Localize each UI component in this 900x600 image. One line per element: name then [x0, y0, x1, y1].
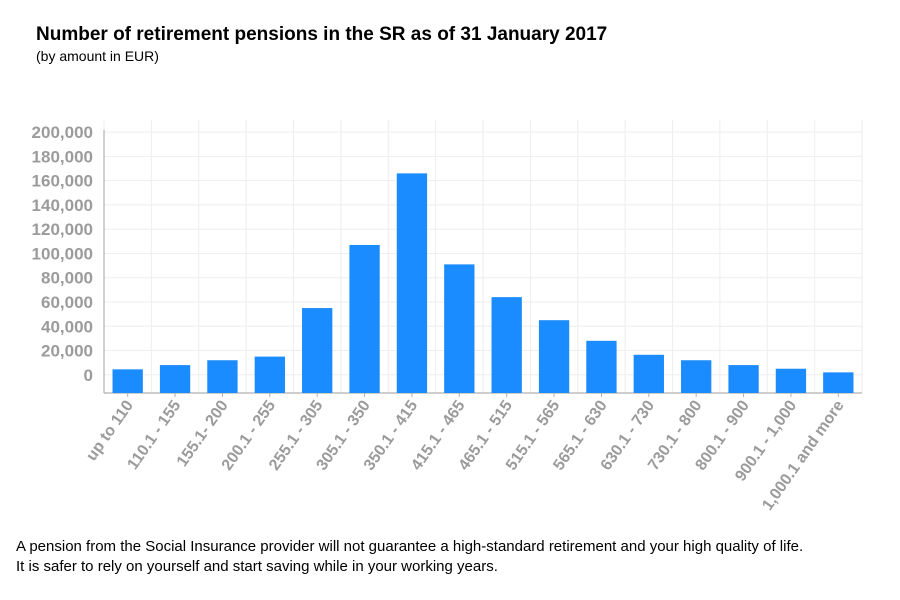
bar — [159, 365, 191, 393]
footer-line-1: A pension from the Social Insurance prov… — [16, 538, 804, 555]
x-tick-label: 1,000.1 and more — [759, 397, 847, 513]
footer-note: A pension from the Social Insurance prov… — [16, 537, 896, 577]
x-tick-label: up to 110 — [83, 397, 137, 464]
bar — [586, 340, 617, 393]
bar — [349, 244, 380, 393]
chart-subtitle: (by amount in EUR) — [36, 48, 159, 64]
bar — [444, 264, 475, 393]
y-tick-label: 100,000 — [32, 244, 93, 263]
y-tick-label: 140,000 — [32, 196, 93, 215]
y-tick-label: 160,000 — [32, 172, 93, 191]
chart-title: Number of retirement pensions in the SR … — [36, 24, 608, 45]
bars — [112, 173, 854, 393]
bar — [491, 297, 522, 393]
y-tick-label: 0 — [84, 366, 93, 385]
y-axis-ticks: 0 20,000 40,000 60,000 80,000 100,000 120,000 1… — [32, 123, 93, 385]
footer-line-2: It is safer to rely on yourself and star… — [16, 558, 498, 575]
y-tick-label: 40,000 — [41, 317, 93, 336]
y-tick-label: 120,000 — [32, 220, 93, 239]
bar — [112, 369, 143, 393]
bar — [538, 320, 570, 393]
y-tick-label: 80,000 — [41, 269, 93, 288]
bar — [207, 360, 238, 393]
y-tick-label: 20,000 — [41, 342, 93, 361]
bar — [823, 372, 854, 393]
bar-chart: 0 20,000 40,000 60,000 80,000 100,000 120,000 1… — [32, 120, 863, 514]
y-tick-label: 60,000 — [41, 293, 93, 312]
bar — [633, 354, 664, 393]
bar — [775, 368, 807, 393]
y-tick-label: 200,000 — [32, 123, 93, 142]
bar — [396, 173, 428, 393]
bar — [302, 308, 333, 393]
y-tick-label: 180,000 — [32, 147, 93, 166]
bar — [681, 360, 712, 393]
gridlines — [103, 120, 863, 393]
bar — [254, 356, 285, 393]
bar — [728, 365, 759, 393]
